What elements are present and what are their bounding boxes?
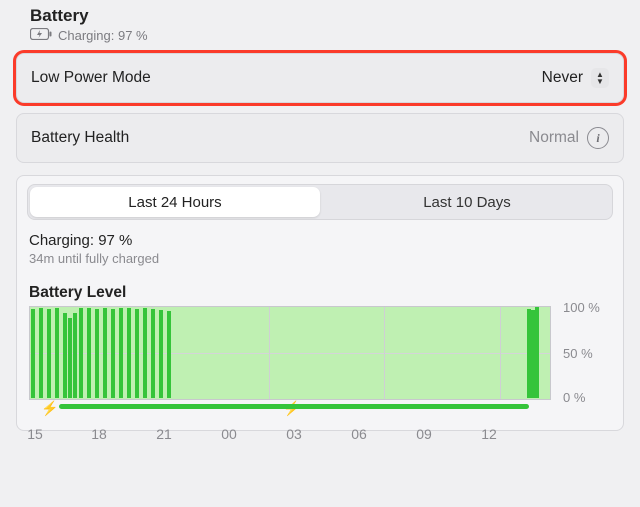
range-segmented-control[interactable]: Last 24 Hours Last 10 Days xyxy=(27,184,613,220)
battery-health-label: Battery Health xyxy=(31,129,129,147)
info-icon[interactable]: i xyxy=(587,127,609,149)
x-axis-label: 06 xyxy=(351,426,367,442)
battery-level-chart: 100 %50 %0 % ⚡⚡ 1518210003060912 xyxy=(29,306,611,424)
x-axis-label: 18 xyxy=(91,426,107,442)
level-bar xyxy=(167,311,171,398)
low-power-mode-label: Low Power Mode xyxy=(31,69,151,87)
level-bar xyxy=(31,309,35,398)
level-bar xyxy=(103,308,107,398)
level-bar xyxy=(68,318,72,398)
y-axis-label: 50 % xyxy=(563,346,593,361)
x-axis-label: 03 xyxy=(286,426,302,442)
level-bar xyxy=(151,309,155,398)
level-bar xyxy=(159,310,163,398)
level-bar xyxy=(111,309,115,398)
level-bar xyxy=(39,308,43,398)
bolt-icon: ⚡ xyxy=(41,400,58,417)
battery-health-value: Normal xyxy=(529,129,579,147)
level-bar xyxy=(87,308,91,398)
level-bar xyxy=(535,307,539,398)
usage-card: Last 24 Hours Last 10 Days Charging: 97 … xyxy=(16,175,624,431)
level-bar xyxy=(135,309,139,398)
header-status: Charging: 97 % xyxy=(58,28,148,43)
charging-line: Charging: 97 % xyxy=(29,232,611,249)
updown-icon[interactable]: ▲▼ xyxy=(591,68,609,88)
level-bar xyxy=(127,308,131,398)
tab-last-24-hours[interactable]: Last 24 Hours xyxy=(30,187,320,217)
level-bar xyxy=(79,308,83,398)
level-bar xyxy=(73,313,77,398)
x-axis-label: 00 xyxy=(221,426,237,442)
y-axis-label: 100 % xyxy=(563,300,600,315)
x-axis-label: 15 xyxy=(27,426,43,442)
charge-track xyxy=(59,404,529,409)
level-bar xyxy=(119,308,123,398)
tab-last-10-days[interactable]: Last 10 Days xyxy=(322,185,612,219)
low-power-mode-row[interactable]: Low Power Mode Never ▲▼ xyxy=(16,53,624,103)
y-axis-label: 0 % xyxy=(563,390,585,405)
level-bar xyxy=(55,308,59,398)
x-axis-label: 12 xyxy=(481,426,497,442)
level-bar xyxy=(143,308,147,398)
low-power-mode-value: Never xyxy=(542,69,583,87)
x-axis-label: 21 xyxy=(156,426,172,442)
level-bar xyxy=(47,309,51,398)
chart-title: Battery Level xyxy=(29,284,611,302)
x-axis-label: 09 xyxy=(416,426,432,442)
level-bar xyxy=(63,313,67,398)
level-bar xyxy=(95,309,99,398)
charging-eta: 34m until fully charged xyxy=(29,251,611,266)
battery-health-row[interactable]: Battery Health Normal i xyxy=(16,113,624,163)
page-title: Battery xyxy=(30,6,624,26)
battery-charging-icon xyxy=(30,28,52,43)
